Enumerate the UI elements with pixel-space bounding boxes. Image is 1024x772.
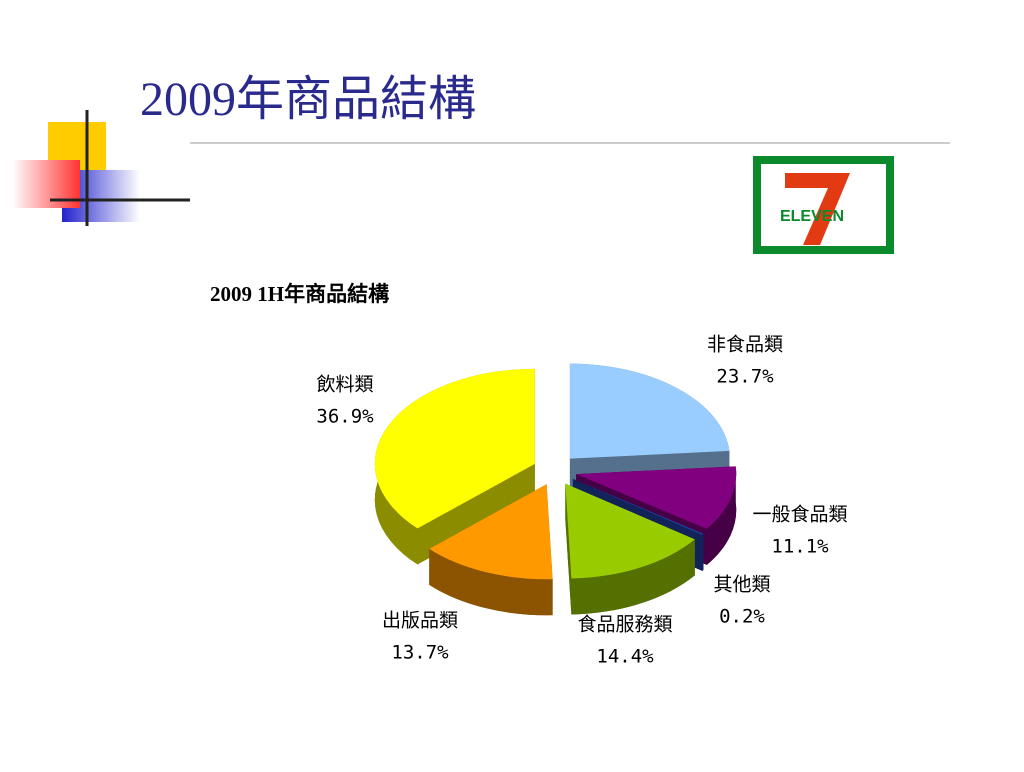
slice-value-label: 11.1% <box>771 536 829 558</box>
slice-value-label: 23.7% <box>716 366 774 388</box>
slice-value-label: 14.4% <box>596 646 654 668</box>
slice-top <box>374 368 535 529</box>
slice-side <box>429 548 553 616</box>
slice-side <box>702 533 704 571</box>
slice-label: 飲料類 <box>316 374 373 396</box>
slice-label: 一般食品類 <box>752 504 847 526</box>
slice-label: 食品服務類 <box>577 614 672 636</box>
pie-slice <box>565 483 695 615</box>
slice-label: 非食品類 <box>707 334 783 356</box>
slice-value-label: 36.9% <box>316 406 374 428</box>
slice-top <box>429 484 553 580</box>
slice-top <box>576 466 737 529</box>
slice-label: 其他類 <box>713 574 770 596</box>
slice-label: 出版品類 <box>382 610 458 632</box>
pie-slice <box>429 484 553 616</box>
slice-top <box>569 363 730 459</box>
logo: ELEVEN <box>753 156 894 254</box>
slice-top <box>572 478 704 535</box>
slice-wall <box>565 483 572 615</box>
slice-value-label: 13.7% <box>391 642 449 664</box>
slice-side <box>706 466 737 565</box>
slide-title: 2009年商品結構 <box>140 73 476 126</box>
slice-value-label: 0.2% <box>719 606 765 628</box>
chart-title: 2009 1H年商品結構 <box>210 282 389 306</box>
slice-top <box>565 483 695 579</box>
logo-text: ELEVEN <box>780 208 844 225</box>
slice-side <box>571 539 695 615</box>
